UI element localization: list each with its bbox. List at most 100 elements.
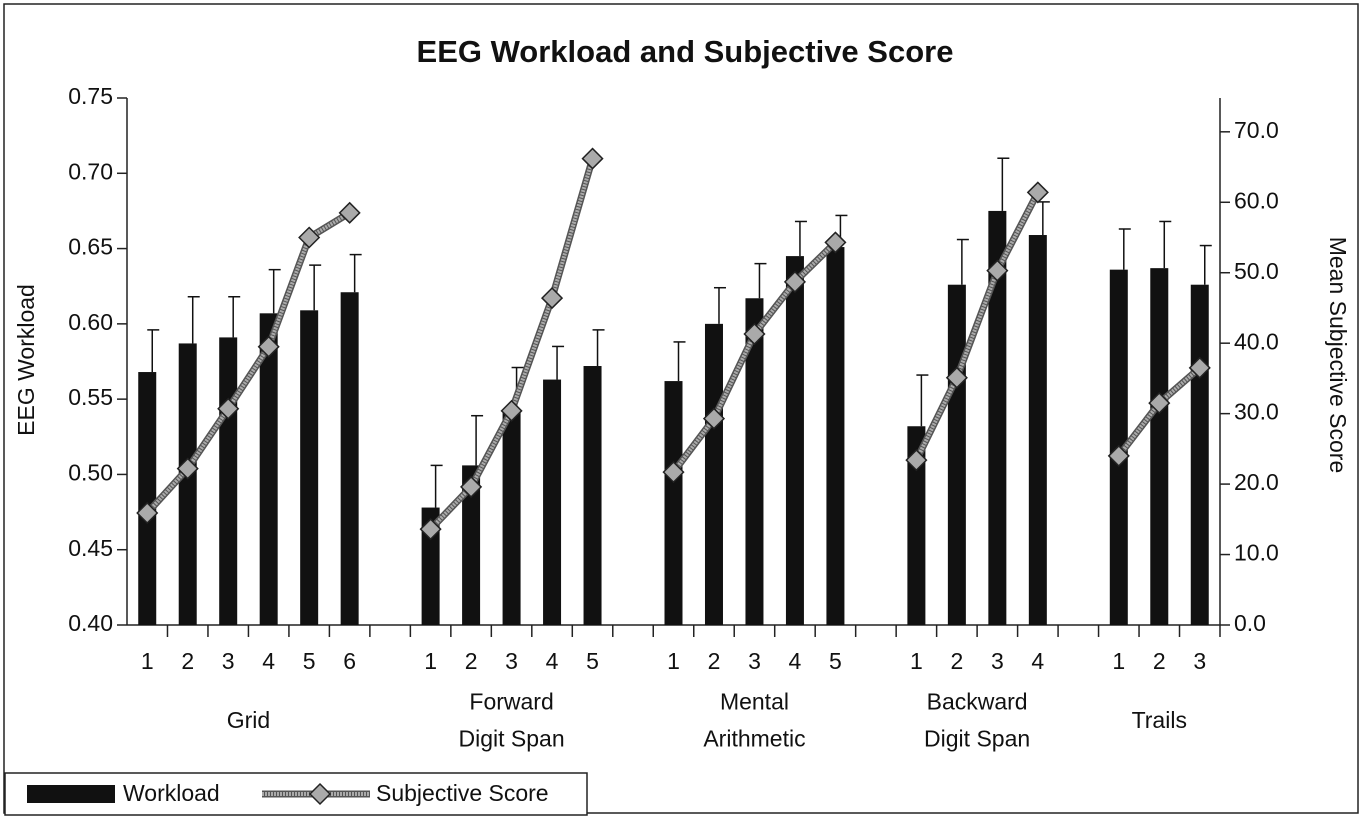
bar (704, 323, 723, 625)
legend-label: Workload (123, 780, 220, 806)
x-tick-label: 5 (303, 648, 316, 674)
group-label: Digit Span (924, 726, 1030, 752)
marker (540, 287, 564, 310)
marker (986, 259, 1009, 282)
legend-marker (308, 782, 332, 806)
y-tick-label: 0.50 (68, 460, 113, 486)
marker (824, 231, 847, 254)
y-tick-label: 0.45 (68, 535, 113, 561)
marker (217, 397, 240, 420)
marker (1026, 181, 1049, 204)
x-tick-label: 2 (950, 648, 963, 674)
y2-axis-label: Mean Subjective Score (1325, 237, 1351, 474)
marker (662, 461, 685, 484)
x-tick-label: 5 (829, 648, 842, 674)
x-tick-label: 3 (222, 648, 235, 674)
legend-swatch (27, 785, 115, 803)
bar (259, 313, 278, 625)
x-tick-label: 5 (586, 648, 599, 674)
x-tick-label: 3 (505, 648, 518, 674)
y2-tick-label: 0.0 (1234, 610, 1266, 636)
x-tick-label: 1 (910, 648, 923, 674)
y2-tick-label: 70.0 (1234, 117, 1279, 143)
marker (1148, 392, 1171, 415)
marker (136, 501, 159, 525)
marker (419, 518, 442, 541)
x-tick-label: 4 (1031, 648, 1044, 674)
bar (664, 381, 683, 625)
chart-border (3, 3, 1359, 814)
legend-label: Subjective Score (376, 780, 549, 806)
x-tick-label: 3 (748, 648, 761, 674)
bar (462, 465, 481, 625)
group-label: Backward (927, 689, 1028, 715)
y-tick-label: 0.40 (68, 610, 113, 636)
marker (581, 147, 604, 170)
chart-title: EEG Workload and Subjective Score (417, 34, 954, 69)
bar (340, 292, 359, 625)
y2-tick-label: 10.0 (1234, 540, 1279, 566)
marker (945, 366, 968, 389)
marker (257, 335, 280, 358)
x-tick-label: 1 (424, 648, 437, 674)
y2-tick-label: 20.0 (1234, 469, 1279, 495)
bar (502, 409, 521, 625)
y-tick-label: 0.75 (68, 83, 113, 109)
y2-tick-label: 60.0 (1234, 187, 1279, 213)
x-tick-label: 1 (141, 648, 154, 674)
group-label: Digit Span (459, 726, 565, 752)
marker (1188, 356, 1211, 379)
x-tick-label: 2 (708, 648, 721, 674)
y-tick-label: 0.65 (68, 234, 113, 260)
bar (219, 337, 238, 625)
x-tick-label: 6 (343, 648, 356, 674)
marker (783, 270, 807, 293)
bar (745, 298, 764, 625)
marker (500, 399, 523, 422)
bar (583, 366, 602, 625)
x-tick-label: 2 (1153, 648, 1166, 674)
group-label: Forward (469, 689, 553, 715)
marker (702, 407, 726, 430)
bar (785, 256, 804, 625)
bar (1150, 268, 1169, 625)
x-tick-label: 3 (1193, 648, 1206, 674)
y-axis-label: EEG Workload (13, 284, 39, 436)
bar (543, 379, 562, 625)
x-tick-label: 1 (667, 648, 680, 674)
bar (421, 507, 440, 625)
bar (178, 343, 197, 625)
group-label: Trails (1132, 707, 1187, 733)
marker (905, 449, 928, 472)
bar (1190, 284, 1209, 625)
bar (826, 247, 845, 625)
x-tick-label: 4 (546, 648, 559, 674)
marker (460, 475, 483, 498)
group-label: Arithmetic (703, 726, 805, 752)
x-tick-label: 4 (789, 648, 802, 674)
x-tick-label: 2 (181, 648, 194, 674)
x-tick-label: 2 (465, 648, 478, 674)
marker (743, 322, 766, 346)
y-tick-label: 0.60 (68, 309, 113, 335)
bar (907, 426, 926, 625)
y-tick-label: 0.55 (68, 384, 113, 410)
x-tick-label: 1 (1112, 648, 1125, 674)
y2-tick-label: 40.0 (1234, 328, 1279, 354)
y-tick-label: 0.70 (68, 158, 113, 184)
y2-tick-label: 50.0 (1234, 258, 1279, 284)
x-tick-label: 3 (991, 648, 1004, 674)
bar (988, 210, 1007, 625)
group-label: Grid (227, 707, 270, 733)
marker (176, 457, 199, 480)
bar (138, 372, 157, 625)
bar (947, 284, 966, 625)
group-label: Mental (720, 689, 789, 715)
marker (338, 201, 361, 224)
bar (1028, 235, 1047, 625)
y2-tick-label: 30.0 (1234, 399, 1279, 425)
marker (1107, 444, 1130, 467)
marker (298, 226, 321, 249)
x-tick-label: 4 (262, 648, 275, 674)
